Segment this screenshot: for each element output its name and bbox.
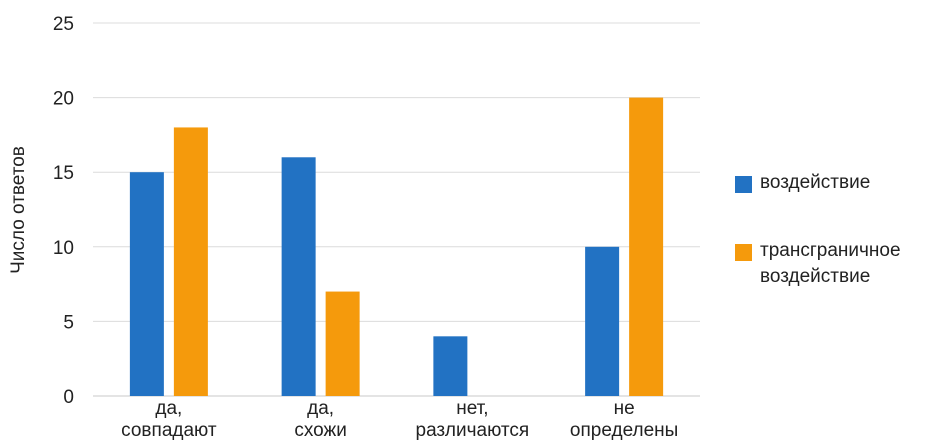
bar [585,246,620,396]
x-category-label: определены [570,420,678,441]
y-tick-label: 10 [53,238,74,259]
x-category-label: различаются [416,420,530,441]
legend-label-impact: воздействие [760,172,871,193]
bar [129,172,164,396]
legend-swatch-transboundary [735,244,752,261]
bars [129,97,664,396]
x-category-label: нет, [456,398,488,419]
x-category-label: да, [155,398,182,419]
y-tick-label: 15 [53,163,74,184]
y-axis-label: Число ответов [8,146,29,274]
bar [325,291,360,396]
legend: воздействие трансграничное воздействие [735,170,930,332]
legend-label-transboundary: трансграничное воздействие [760,240,901,287]
bar [433,336,468,396]
x-axis-labels: да,совпадаютда,схожинет,различаютсянеопр… [121,398,678,441]
y-tick-label: 25 [53,14,74,35]
bar [629,97,664,396]
x-category-label: не [614,398,635,419]
x-category-label: схожи [294,420,346,441]
y-tick-label: 0 [63,387,74,408]
y-tick-label: 5 [63,312,74,333]
x-category-label: совпадают [121,420,217,441]
legend-item-impact: воздействие [735,170,930,196]
legend-swatch-impact [735,176,752,193]
y-axis-ticks: 0 5 10 15 20 25 [53,14,74,408]
legend-item-transboundary: трансграничное воздействие [735,238,930,290]
x-category-label: да, [307,398,334,419]
bar [173,127,208,396]
y-tick-label: 20 [53,89,74,110]
bar [281,157,316,396]
